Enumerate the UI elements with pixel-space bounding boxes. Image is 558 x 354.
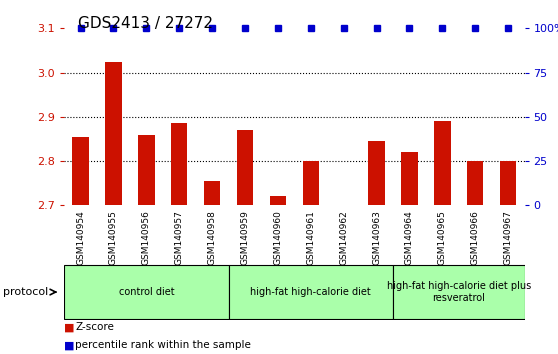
Text: GSM140965: GSM140965 <box>438 210 447 265</box>
Text: GSM140956: GSM140956 <box>142 210 151 265</box>
Bar <box>302 161 319 205</box>
Bar <box>500 161 516 205</box>
Bar <box>434 121 450 205</box>
Text: control diet: control diet <box>118 287 174 297</box>
Text: percentile rank within the sample: percentile rank within the sample <box>75 340 251 350</box>
Bar <box>105 62 122 205</box>
Text: GSM140954: GSM140954 <box>76 210 85 265</box>
Bar <box>393 265 525 319</box>
Bar <box>229 265 393 319</box>
Text: GSM140962: GSM140962 <box>339 210 348 265</box>
Bar <box>64 265 229 319</box>
Text: GSM140957: GSM140957 <box>175 210 184 265</box>
Bar <box>467 161 483 205</box>
Bar <box>73 137 89 205</box>
Text: GSM140958: GSM140958 <box>208 210 217 265</box>
Text: GSM140967: GSM140967 <box>503 210 513 265</box>
Text: GSM140961: GSM140961 <box>306 210 315 265</box>
Text: ■: ■ <box>64 340 75 350</box>
Text: high-fat high-calorie diet: high-fat high-calorie diet <box>251 287 371 297</box>
Bar <box>204 181 220 205</box>
Bar <box>138 135 155 205</box>
Text: ■: ■ <box>64 322 75 332</box>
Text: high-fat high-calorie diet plus
resveratrol: high-fat high-calorie diet plus resverat… <box>387 281 531 303</box>
Text: GSM140960: GSM140960 <box>273 210 282 265</box>
Bar <box>401 152 417 205</box>
Text: GDS2413 / 27272: GDS2413 / 27272 <box>78 16 213 31</box>
Text: GSM140964: GSM140964 <box>405 210 414 265</box>
Text: GSM140955: GSM140955 <box>109 210 118 265</box>
Text: protocol: protocol <box>3 287 48 297</box>
Text: GSM140966: GSM140966 <box>471 210 480 265</box>
Text: GSM140963: GSM140963 <box>372 210 381 265</box>
Text: Z-score: Z-score <box>75 322 114 332</box>
Bar <box>171 124 187 205</box>
Bar <box>237 130 253 205</box>
Bar <box>270 196 286 205</box>
Text: GSM140959: GSM140959 <box>240 210 249 265</box>
Bar <box>368 141 385 205</box>
